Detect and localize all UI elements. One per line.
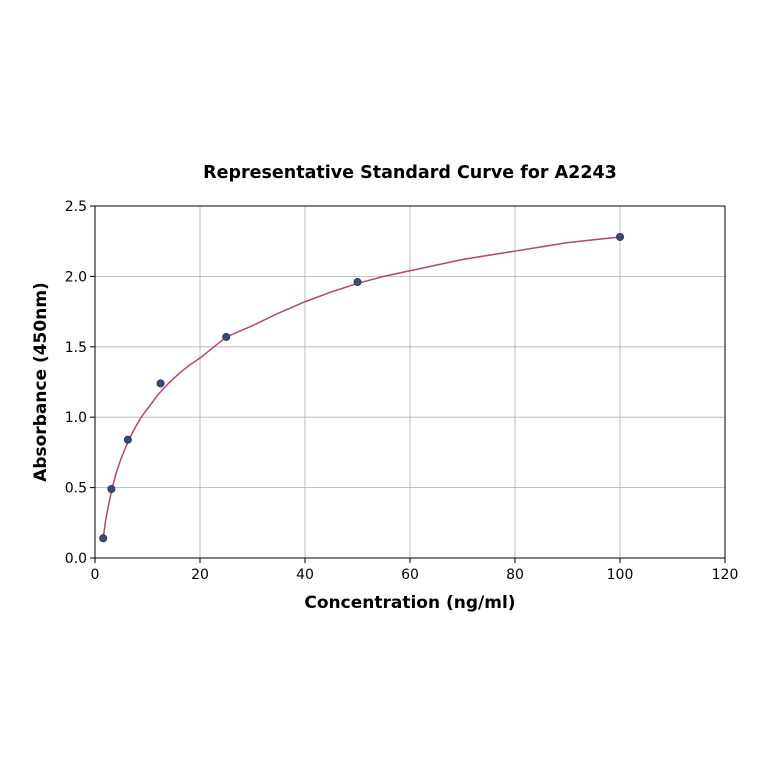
x-tick-label: 100 (607, 567, 634, 583)
data-point (99, 534, 108, 543)
chart-title: Representative Standard Curve for A2243 (203, 163, 617, 183)
x-axis-label: Concentration (ng/ml) (304, 593, 515, 613)
y-tick-label: 0.5 (65, 481, 87, 497)
data-point (107, 485, 116, 494)
y-tick-label: 2.5 (65, 199, 87, 215)
x-tick-label: 40 (296, 567, 314, 583)
data-point (616, 232, 625, 241)
grid-lines (94, 205, 726, 559)
y-tick-label: 1.5 (65, 340, 87, 356)
data-points-layer (99, 232, 625, 543)
fit-curve-line (102, 236, 621, 539)
x-axis-ticks: 0 20 40 60 80 100 120 (91, 558, 739, 583)
x-tick-label: 120 (712, 567, 739, 583)
x-tick-label: 60 (401, 567, 419, 583)
fit-curve-layer (102, 236, 621, 539)
data-point (156, 379, 165, 388)
x-tick-label: 20 (191, 567, 209, 583)
y-tick-label: 0.0 (65, 551, 87, 567)
data-point (222, 332, 231, 341)
y-axis-label: Absorbance (450nm) (31, 282, 51, 482)
y-tick-label: 1.0 (65, 410, 87, 426)
x-tick-label: 80 (506, 567, 524, 583)
data-point (353, 278, 362, 287)
y-tick-label: 2.0 (65, 269, 87, 285)
y-axis-ticks: 0.0 0.5 1.0 1.5 2.0 2.5 (65, 199, 95, 567)
data-point (123, 435, 132, 444)
x-tick-label: 0 (91, 567, 100, 583)
